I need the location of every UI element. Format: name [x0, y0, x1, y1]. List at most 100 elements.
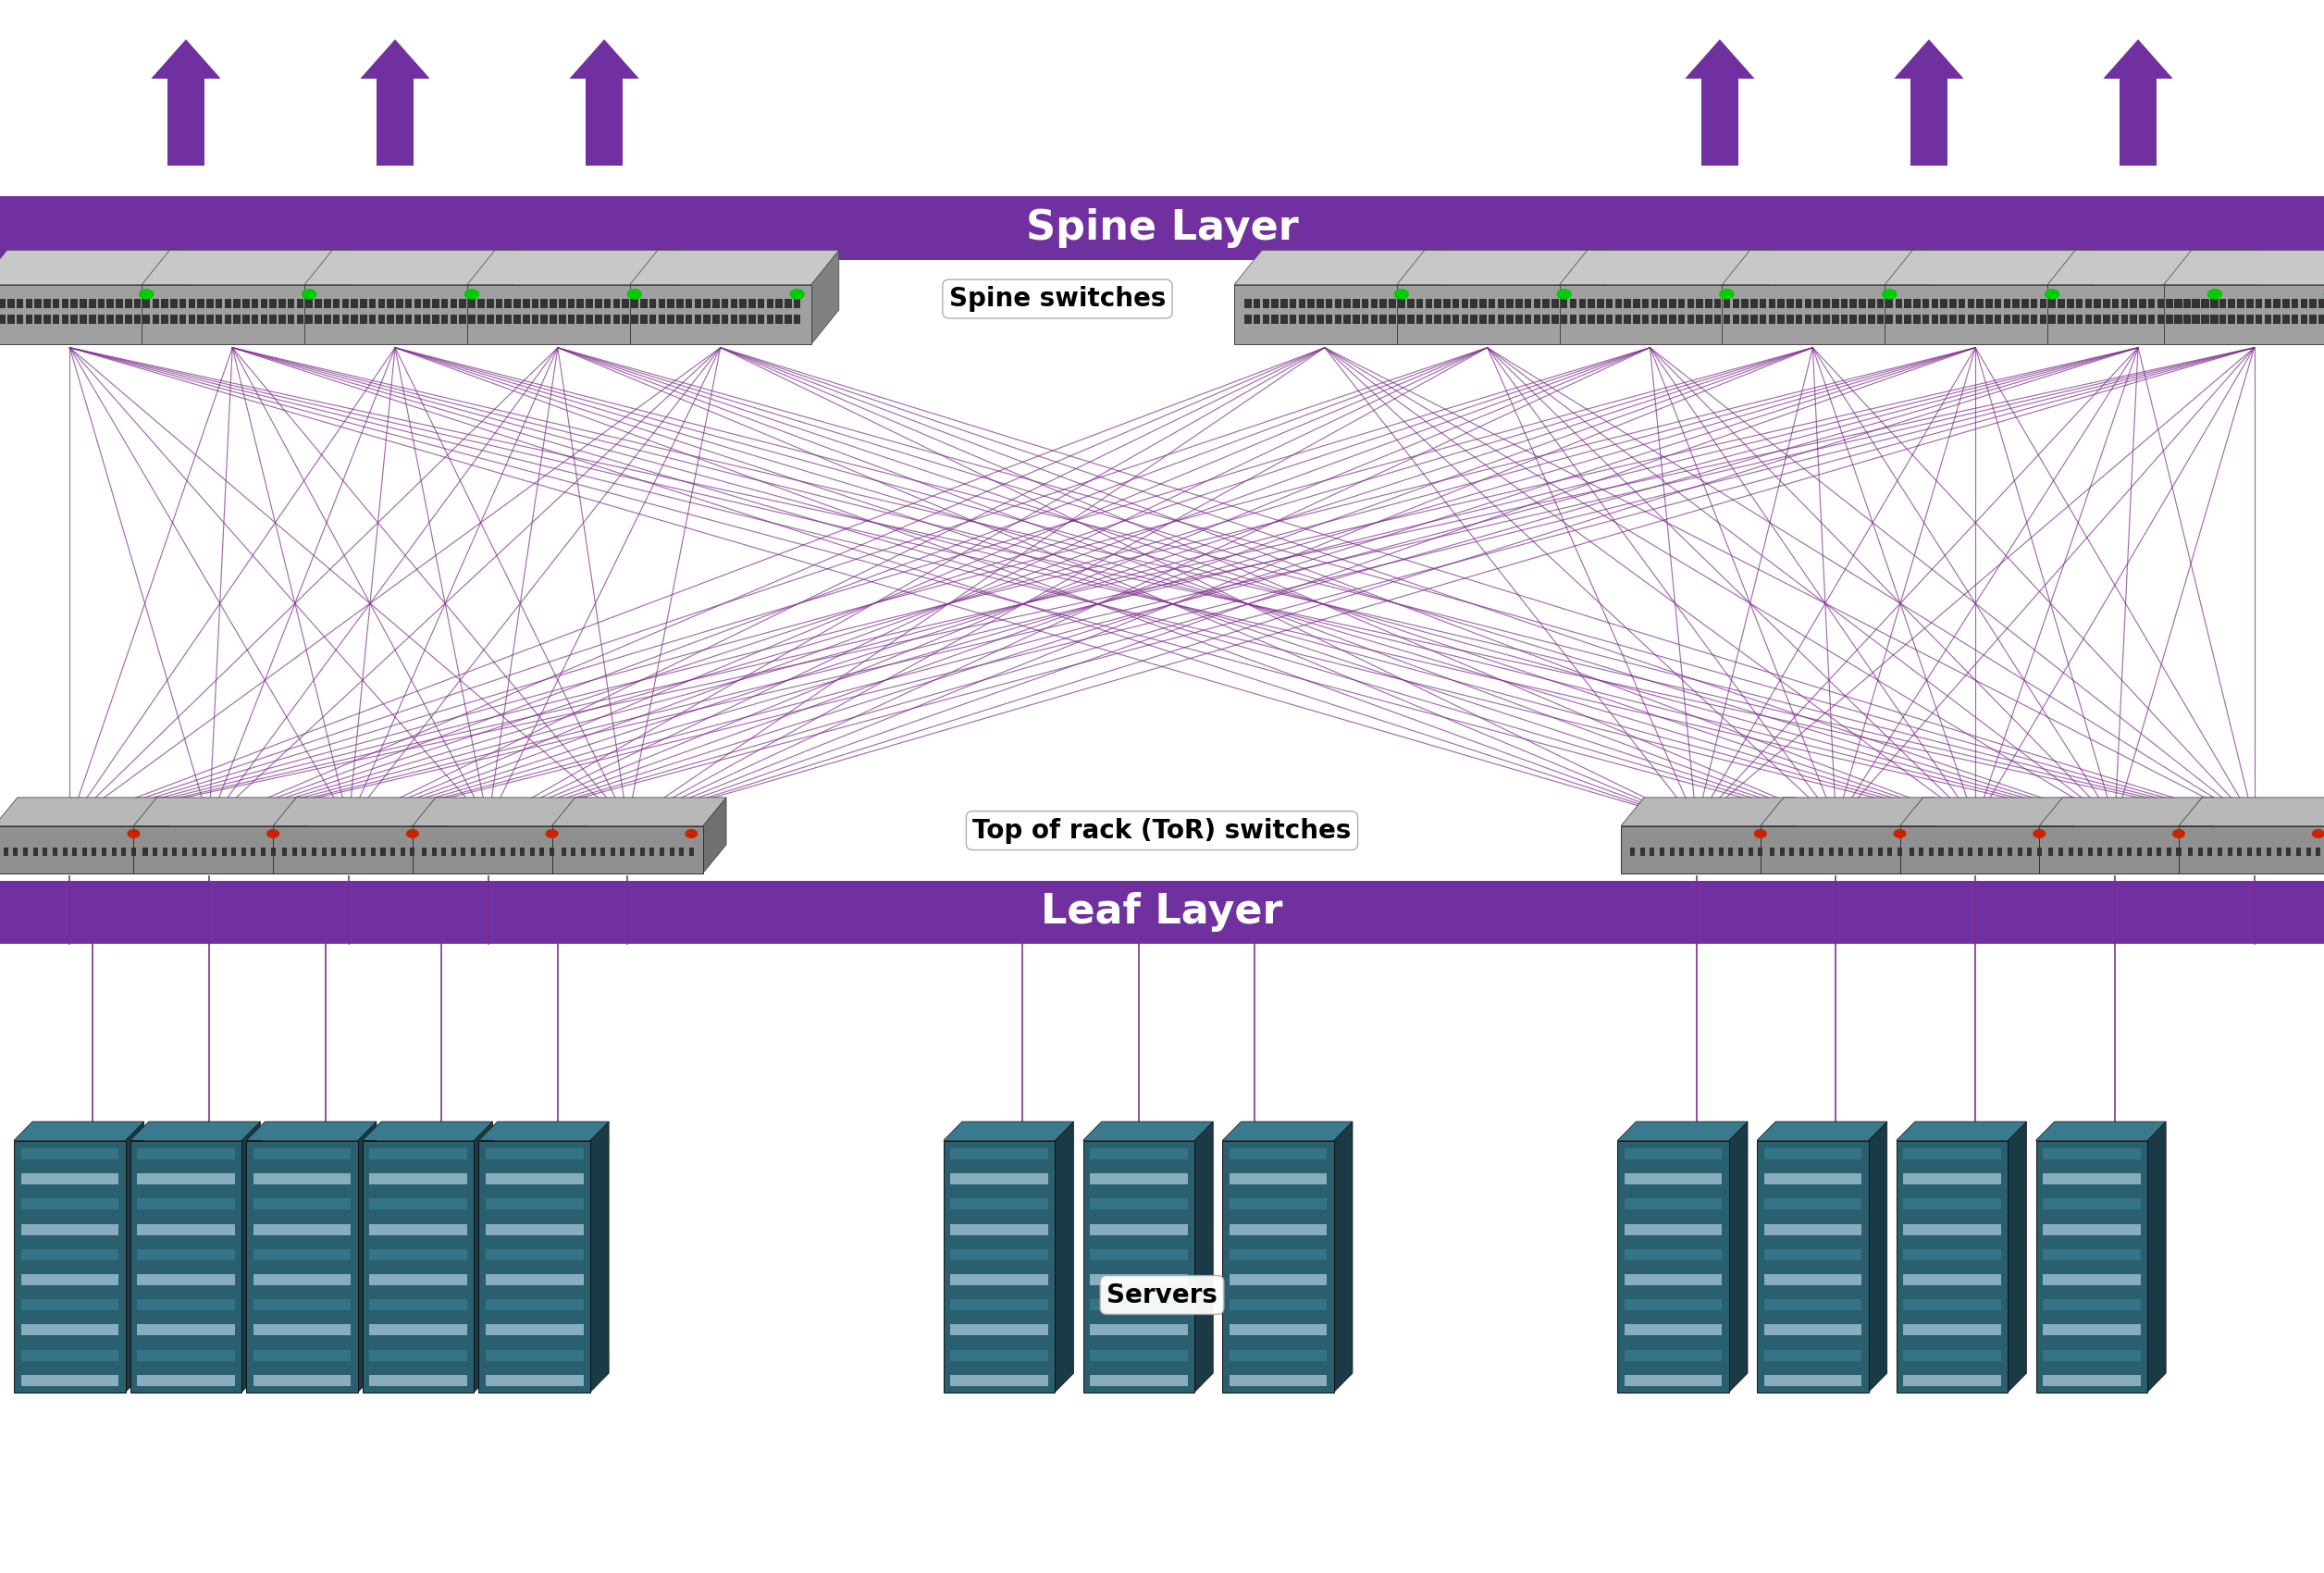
Bar	[144, 299, 149, 308]
Bar	[486, 1324, 583, 1335]
Bar	[137, 1274, 235, 1285]
Bar	[1959, 315, 1966, 324]
Bar	[1399, 315, 1404, 324]
Bar	[1543, 315, 1550, 324]
Bar	[137, 1173, 235, 1184]
Bar	[486, 1375, 583, 1386]
Bar	[279, 315, 286, 324]
Bar	[558, 315, 565, 324]
Bar	[0, 285, 160, 344]
Bar	[1968, 315, 1975, 324]
Bar	[1813, 299, 1820, 308]
Bar	[1690, 848, 1694, 856]
Bar	[1708, 848, 1713, 856]
Bar	[253, 1249, 351, 1260]
Text: Spine switches: Spine switches	[948, 286, 1167, 311]
Polygon shape	[1559, 250, 1769, 285]
Bar	[1841, 299, 1848, 308]
Bar	[2113, 299, 2119, 308]
Bar	[1606, 315, 1613, 324]
Bar	[2013, 315, 2020, 324]
Bar	[2043, 1299, 2140, 1310]
Bar	[1959, 848, 1964, 856]
Bar	[451, 315, 458, 324]
Bar	[351, 315, 358, 324]
Bar	[1715, 315, 1722, 324]
Bar	[2315, 848, 2319, 856]
Bar	[1525, 315, 1532, 324]
Bar	[1471, 299, 1478, 308]
Bar	[695, 299, 702, 308]
Bar	[2157, 848, 2161, 856]
Bar	[1769, 315, 1776, 324]
Bar	[2040, 315, 2047, 324]
Bar	[137, 1299, 235, 1310]
Bar	[1229, 1350, 1327, 1361]
Bar	[1634, 299, 1641, 308]
Circle shape	[1394, 289, 1408, 299]
Bar	[2050, 848, 2054, 856]
Bar	[1443, 315, 1450, 324]
Bar	[1650, 315, 1657, 324]
Bar	[1229, 1324, 1327, 1335]
Bar	[586, 79, 623, 165]
Bar	[541, 315, 548, 324]
Bar	[2301, 315, 2308, 324]
Bar	[1650, 299, 1657, 308]
Bar	[211, 848, 216, 856]
Bar	[676, 299, 683, 308]
Bar	[639, 848, 644, 856]
Bar	[342, 848, 346, 856]
Bar	[2003, 315, 2010, 324]
Circle shape	[407, 831, 418, 837]
Bar	[1822, 315, 1829, 324]
Bar	[1771, 848, 1776, 856]
Bar	[1090, 1350, 1188, 1361]
Bar	[690, 848, 695, 856]
Bar	[1371, 299, 1378, 308]
Bar	[193, 848, 198, 856]
Bar	[2264, 299, 2271, 308]
Bar	[1850, 299, 1857, 308]
Bar	[1680, 848, 1685, 856]
Bar	[379, 315, 386, 324]
Bar	[632, 299, 639, 308]
Bar	[216, 315, 223, 324]
Bar	[414, 826, 562, 873]
Bar	[253, 1375, 351, 1386]
Bar	[495, 299, 502, 308]
Bar	[1868, 315, 1875, 324]
Bar	[1838, 848, 1843, 856]
Circle shape	[686, 831, 697, 837]
Bar	[713, 299, 720, 308]
Bar	[551, 299, 558, 308]
Bar	[2043, 1350, 2140, 1361]
Bar	[1764, 1173, 1862, 1184]
Circle shape	[2312, 831, 2324, 837]
Bar	[951, 1324, 1048, 1335]
Bar	[739, 315, 746, 324]
Bar	[53, 299, 60, 308]
Bar	[572, 848, 576, 856]
Bar	[1722, 285, 1903, 344]
Bar	[1624, 1224, 1722, 1235]
Bar	[370, 1274, 467, 1285]
Bar	[1938, 848, 1943, 856]
Bar	[181, 848, 186, 856]
Bar	[1229, 1148, 1327, 1159]
Bar	[2247, 315, 2254, 324]
Bar	[514, 299, 521, 308]
Bar	[1229, 1274, 1327, 1285]
Bar	[1896, 299, 1903, 308]
Bar	[1281, 299, 1287, 308]
Bar	[260, 315, 267, 324]
Bar	[1920, 848, 1924, 856]
Bar	[316, 315, 321, 324]
Bar	[1896, 1140, 2008, 1392]
Bar	[423, 848, 428, 856]
Polygon shape	[1885, 250, 2094, 285]
Bar	[1724, 315, 1729, 324]
Polygon shape	[553, 798, 725, 826]
Bar	[2266, 848, 2271, 856]
Bar	[1764, 1375, 1862, 1386]
